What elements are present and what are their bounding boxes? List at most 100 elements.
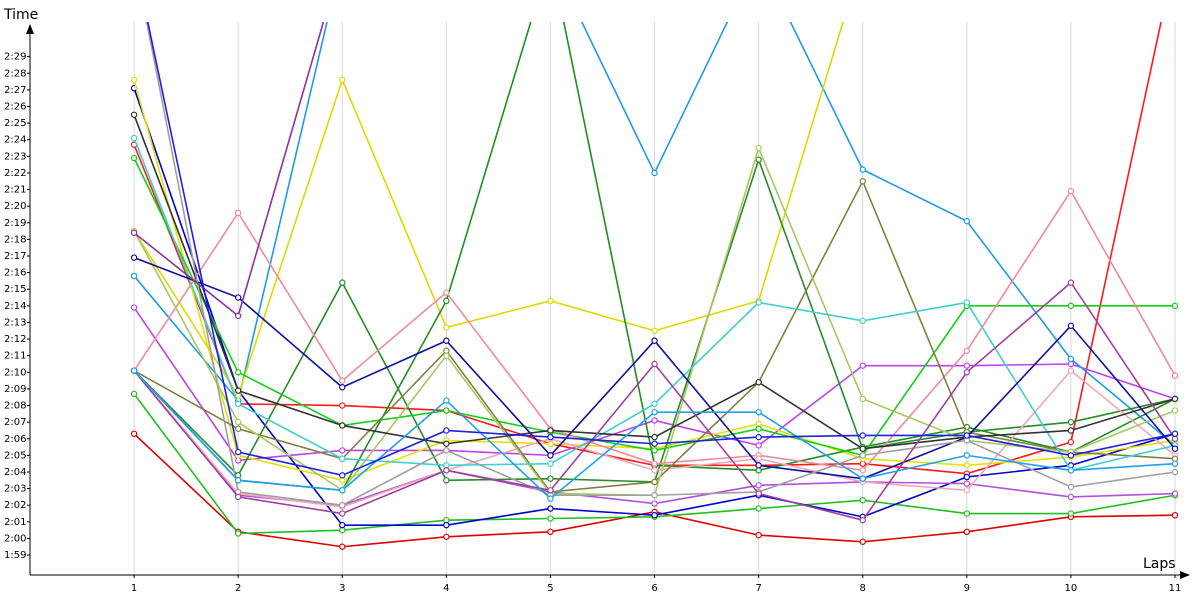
point (859, 452, 866, 459)
point (755, 156, 762, 163)
point (1067, 438, 1075, 446)
point (234, 530, 242, 537)
point (651, 447, 658, 454)
point (1067, 418, 1075, 426)
point (443, 427, 450, 434)
point (755, 442, 762, 449)
point (443, 533, 450, 540)
point (1067, 279, 1075, 286)
point (859, 467, 866, 474)
x-tick-label: 8 (860, 583, 866, 594)
point (130, 390, 138, 398)
point (963, 473, 971, 481)
point (1067, 427, 1075, 434)
y-axis-arrow (26, 24, 34, 34)
point (547, 427, 554, 434)
x-tick-label: 10 (1065, 583, 1078, 594)
y-tick-label: 2:05 (4, 450, 26, 461)
point (130, 304, 138, 311)
point (130, 367, 138, 374)
point (1067, 467, 1075, 474)
point (755, 144, 762, 152)
ticks: 1:59 2:00 2:01 2:02 2:03 2:04 2:05 2:06 2:07 2:08… (4, 52, 1181, 594)
point (1067, 188, 1075, 195)
x-tick-label: 2 (235, 583, 241, 594)
point (443, 324, 450, 331)
point (755, 531, 762, 539)
point (443, 440, 450, 447)
point (234, 425, 242, 432)
point (859, 395, 866, 403)
point (963, 217, 971, 225)
point (755, 462, 762, 469)
y-tick-label: 2:10 (4, 367, 26, 378)
point (755, 482, 762, 489)
point (963, 369, 971, 376)
point (339, 543, 346, 550)
point (963, 462, 971, 469)
point (234, 312, 242, 320)
point (1067, 302, 1075, 310)
point (234, 209, 242, 217)
y-tick-label: 2:21 (4, 185, 26, 196)
point (339, 384, 346, 391)
point (130, 111, 138, 118)
x-tick-label: 4 (443, 583, 449, 594)
y-tick-label: 2:12 (4, 334, 26, 345)
point (1067, 355, 1075, 363)
point (859, 445, 866, 452)
x-tick-label: 11 (1169, 583, 1182, 594)
y-tick-label: 2:08 (4, 401, 26, 412)
point (651, 360, 658, 368)
point (234, 387, 242, 394)
point (1171, 468, 1179, 476)
point (547, 505, 554, 512)
point (234, 400, 242, 408)
y-axis-title: Time (3, 7, 38, 23)
point (859, 538, 866, 545)
y-tick-label: 2:25 (4, 118, 26, 129)
point (130, 229, 138, 236)
y-tick-label: 2:20 (4, 201, 26, 212)
point (859, 317, 866, 325)
point (1171, 407, 1179, 414)
point (651, 169, 658, 177)
point (651, 433, 658, 441)
point (963, 362, 971, 369)
point (339, 402, 346, 409)
point (651, 492, 658, 499)
point (547, 515, 554, 522)
point (651, 478, 658, 486)
y-tick-label: 2:13 (4, 317, 26, 328)
point (963, 487, 971, 494)
point (1171, 445, 1179, 452)
point (547, 475, 554, 482)
point (1067, 452, 1075, 459)
point (443, 467, 450, 474)
point (443, 289, 450, 296)
point (1067, 493, 1075, 501)
point (859, 516, 866, 524)
point (755, 433, 762, 441)
point (651, 337, 658, 344)
y-tick-label: 2:26 (4, 101, 26, 112)
point (547, 528, 554, 536)
plot-area (130, 22, 1179, 550)
y-tick-label: 2:29 (4, 52, 26, 63)
point (1171, 372, 1179, 379)
point (963, 480, 971, 487)
point (755, 425, 762, 432)
point (755, 490, 762, 497)
y-tick-label: 2:03 (4, 484, 26, 495)
point (234, 493, 242, 501)
point (234, 294, 242, 301)
point (339, 521, 346, 529)
y-tick-label: 2:11 (4, 351, 26, 362)
point (651, 511, 658, 519)
y-tick-label: 2:24 (4, 135, 26, 146)
point (651, 440, 658, 447)
point (963, 299, 971, 306)
point (339, 472, 346, 479)
y-tick-label: 2:00 (4, 533, 26, 544)
